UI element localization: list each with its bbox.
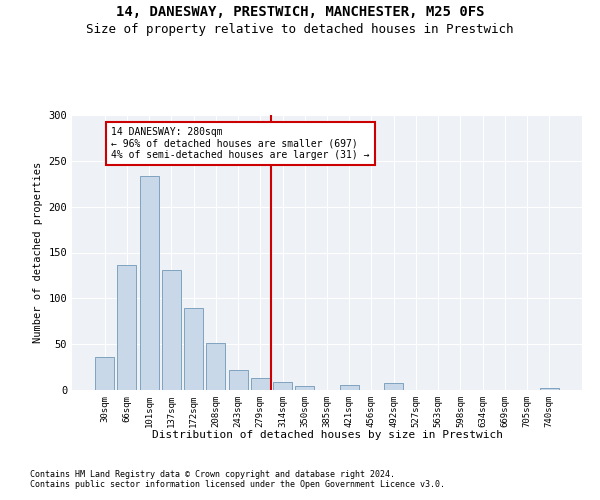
Bar: [140, 176, 158, 390]
Y-axis label: Number of detached properties: Number of detached properties: [33, 162, 43, 343]
Text: Contains HM Land Registry data © Crown copyright and database right 2024.: Contains HM Land Registry data © Crown c…: [30, 470, 395, 479]
Text: Contains public sector information licensed under the Open Government Licence v3: Contains public sector information licen…: [30, 480, 445, 489]
Text: Size of property relative to detached houses in Prestwich: Size of property relative to detached ho…: [86, 22, 514, 36]
Text: Distribution of detached houses by size in Prestwich: Distribution of detached houses by size …: [151, 430, 503, 440]
Bar: [206, 343, 225, 390]
Bar: [162, 270, 181, 390]
Bar: [184, 308, 203, 390]
Text: 14, DANESWAY, PRESTWICH, MANCHESTER, M25 0FS: 14, DANESWAY, PRESTWICH, MANCHESTER, M25…: [116, 5, 484, 19]
Bar: [229, 370, 248, 390]
Bar: [295, 386, 314, 390]
Bar: [273, 382, 292, 390]
Text: 14 DANESWAY: 280sqm
← 96% of detached houses are smaller (697)
4% of semi-detach: 14 DANESWAY: 280sqm ← 96% of detached ho…: [112, 127, 370, 160]
Bar: [251, 378, 270, 390]
Bar: [340, 384, 359, 390]
Bar: [384, 382, 403, 390]
Bar: [95, 357, 114, 390]
Bar: [118, 266, 136, 390]
Bar: [540, 388, 559, 390]
